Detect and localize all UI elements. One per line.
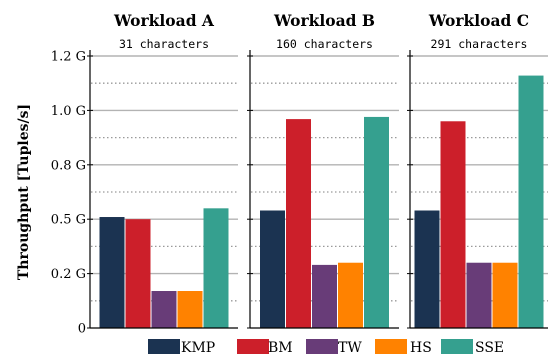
bar-hs-2	[338, 262, 363, 328]
bar-sse-3	[518, 75, 544, 328]
legend-label-sse: SSE	[475, 340, 504, 356]
panel-1: Workload A 31 characters	[87, 11, 238, 329]
y-axis-label: Throughput [Tuples/s]	[16, 104, 32, 280]
panel-3: Workload C 291 characters	[407, 11, 548, 329]
legend-swatch-bm	[237, 339, 269, 354]
panel-subtitle: 160 characters	[276, 37, 373, 51]
panel-subtitle: 291 characters	[431, 37, 528, 51]
bar-bm-2	[286, 119, 311, 328]
y-tick-label-1: 0.2 G	[51, 267, 86, 282]
y-tick-label-4: 1.0 G	[51, 104, 86, 119]
legend-label-bm: BM	[268, 340, 293, 356]
panel-2: Workload B 160 characters	[247, 11, 399, 329]
bar-kmp-3	[414, 210, 440, 328]
panel-title: Workload A	[113, 11, 215, 30]
bar-bm-3	[440, 121, 466, 328]
bar-hs-3	[492, 262, 518, 328]
panel-subtitle: 31 characters	[119, 37, 209, 51]
bar-tw-3	[466, 262, 492, 328]
y-tick-label-0: 0	[78, 322, 86, 337]
y-tick-label-2: 0.5 G	[51, 213, 86, 228]
bar-sse-2	[364, 116, 389, 328]
bar-hs-1	[177, 291, 203, 328]
bar-sse-1	[203, 208, 229, 328]
bar-kmp-1	[99, 217, 125, 328]
legend-label-hs: HS	[410, 340, 432, 356]
bar-kmp-2	[260, 210, 285, 328]
bar-bm-1	[125, 219, 151, 328]
panel-title: Workload B	[273, 11, 375, 30]
legend-swatch-tw	[306, 339, 338, 354]
y-tick-label-3: 0.8 G	[51, 158, 86, 173]
legend-label-kmp: KMP	[181, 340, 215, 356]
legend: KMP BM TW HS SSE	[148, 339, 504, 356]
panel-title: Workload C	[428, 11, 529, 30]
legend-label-tw: TW	[338, 340, 362, 356]
legend-swatch-hs	[375, 339, 407, 354]
y-tick-label-5: 1.2 G	[51, 50, 86, 65]
bar-tw-2	[312, 264, 337, 328]
bar-tw-1	[151, 291, 177, 328]
legend-swatch-kmp	[148, 339, 180, 354]
legend-swatch-sse	[441, 339, 473, 354]
